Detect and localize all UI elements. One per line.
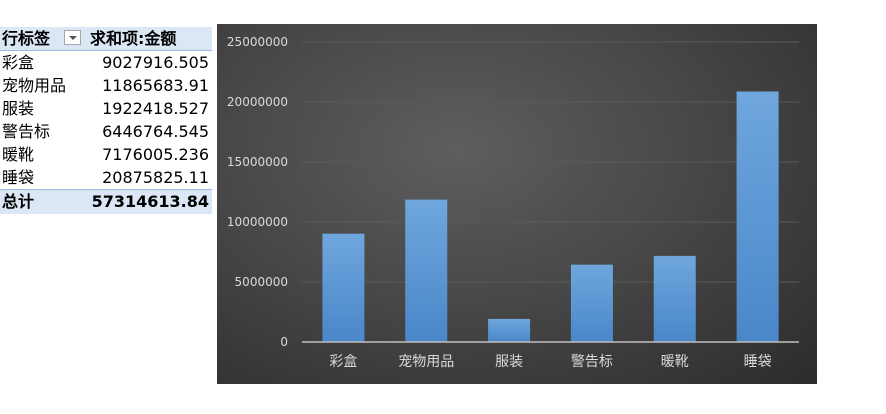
pivot-total-value: 57314613.84	[91, 192, 209, 211]
pivot-row-label: 睡袋	[2, 168, 35, 187]
y-tick-label: 10000000	[227, 215, 288, 229]
pivot-row[interactable]: 警告标 6446764.545	[0, 120, 212, 143]
pivot-total-label: 总计	[2, 192, 35, 211]
x-tick-label: 暖靴	[661, 354, 689, 370]
pivot-row-label: 彩盒	[2, 53, 35, 72]
pivot-row[interactable]: 宠物用品 11865683.91	[0, 74, 212, 97]
x-tick-label: 睡袋	[744, 354, 772, 370]
x-tick-label: 彩盒	[329, 353, 357, 370]
bar-chart[interactable]: 0 5000000 10000000 15000000 20000000 25000000…	[217, 24, 817, 384]
pivot-header-row: 行标签 求和项:金额	[0, 27, 212, 51]
pivot-row-value: 9027916.505	[102, 53, 209, 72]
pivot-row-label: 暖靴	[2, 145, 35, 164]
bar[interactable]	[405, 199, 448, 342]
y-tick-label: 25000000	[227, 35, 288, 49]
pivot-row[interactable]: 服装 1922418.527	[0, 97, 212, 120]
y-tick-label: 5000000	[235, 275, 288, 289]
pivot-row-value: 11865683.91	[102, 76, 209, 95]
pivot-row-value: 7176005.236	[102, 145, 209, 164]
x-tick-label: 宠物用品	[398, 354, 454, 370]
pivot-row-value: 20875825.11	[102, 168, 209, 187]
bar[interactable]	[570, 264, 613, 342]
pivot-row[interactable]: 暖靴 7176005.236	[0, 143, 212, 166]
bar[interactable]	[653, 255, 696, 342]
bar[interactable]	[322, 233, 365, 342]
pivot-row-label-header: 行标签	[2, 29, 51, 48]
bar[interactable]	[736, 91, 779, 342]
filter-dropdown-icon[interactable]	[64, 30, 81, 45]
pivot-row-label: 警告标	[2, 122, 51, 141]
y-tick-label: 15000000	[227, 155, 288, 169]
bar[interactable]	[488, 318, 531, 342]
pivot-value-header: 求和项:金额	[90, 29, 177, 48]
x-tick-label: 服装	[495, 354, 523, 370]
pivot-table: 行标签 求和项:金额 彩盒 9027916.505 宠物用品 11865683.…	[0, 27, 212, 214]
pivot-row[interactable]: 彩盒 9027916.505	[0, 51, 212, 74]
pivot-row-label: 宠物用品	[2, 76, 67, 95]
pivot-row[interactable]: 睡袋 20875825.11	[0, 166, 212, 189]
y-tick-label: 0	[280, 335, 288, 349]
pivot-row-label: 服装	[2, 99, 35, 118]
pivot-row-value: 6446764.545	[102, 122, 209, 141]
y-tick-label: 20000000	[227, 95, 288, 109]
pivot-row-value: 1922418.527	[102, 99, 209, 118]
pivot-total-row[interactable]: 总计 57314613.84	[0, 189, 212, 214]
x-tick-label: 警告标	[571, 354, 613, 370]
chart-plot: 0 5000000 10000000 15000000 20000000 25000000…	[227, 35, 799, 370]
